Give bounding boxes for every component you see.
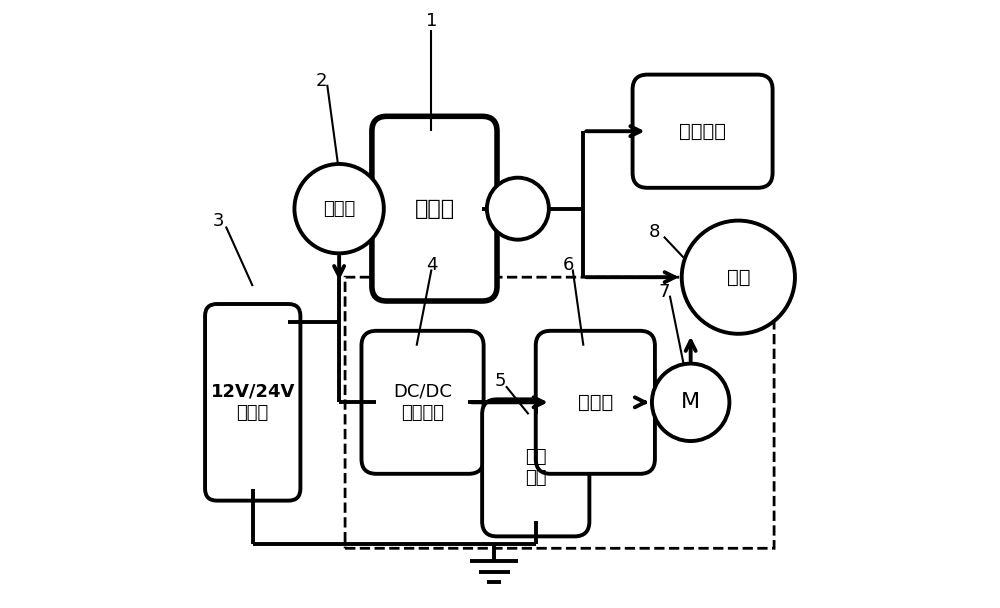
FancyBboxPatch shape: [372, 116, 497, 301]
Text: 发电机: 发电机: [323, 199, 355, 218]
Text: 2: 2: [315, 72, 327, 89]
Text: 储能
装置: 储能 装置: [525, 449, 547, 487]
FancyBboxPatch shape: [536, 331, 655, 474]
Circle shape: [487, 178, 549, 240]
Text: 3: 3: [213, 212, 225, 230]
Text: 发动机: 发动机: [414, 199, 455, 219]
Circle shape: [682, 221, 795, 334]
Text: 6: 6: [563, 256, 574, 274]
FancyBboxPatch shape: [633, 75, 773, 188]
Text: 5: 5: [494, 373, 506, 390]
Text: M: M: [681, 392, 700, 412]
FancyBboxPatch shape: [205, 304, 300, 500]
Text: 12V/24V
蓄电池: 12V/24V 蓄电池: [211, 383, 295, 422]
FancyBboxPatch shape: [482, 399, 589, 536]
Text: DC/DC
充电装置: DC/DC 充电装置: [393, 383, 452, 422]
Text: 空调: 空调: [727, 268, 750, 287]
Circle shape: [294, 164, 384, 254]
Text: 8: 8: [649, 224, 661, 241]
Text: 变频器: 变频器: [578, 393, 613, 412]
FancyBboxPatch shape: [361, 331, 484, 474]
Text: 7: 7: [658, 283, 670, 301]
Text: 4: 4: [426, 256, 437, 274]
Circle shape: [652, 364, 729, 441]
Text: 行车系统: 行车系统: [679, 122, 726, 140]
Text: 1: 1: [426, 12, 437, 30]
